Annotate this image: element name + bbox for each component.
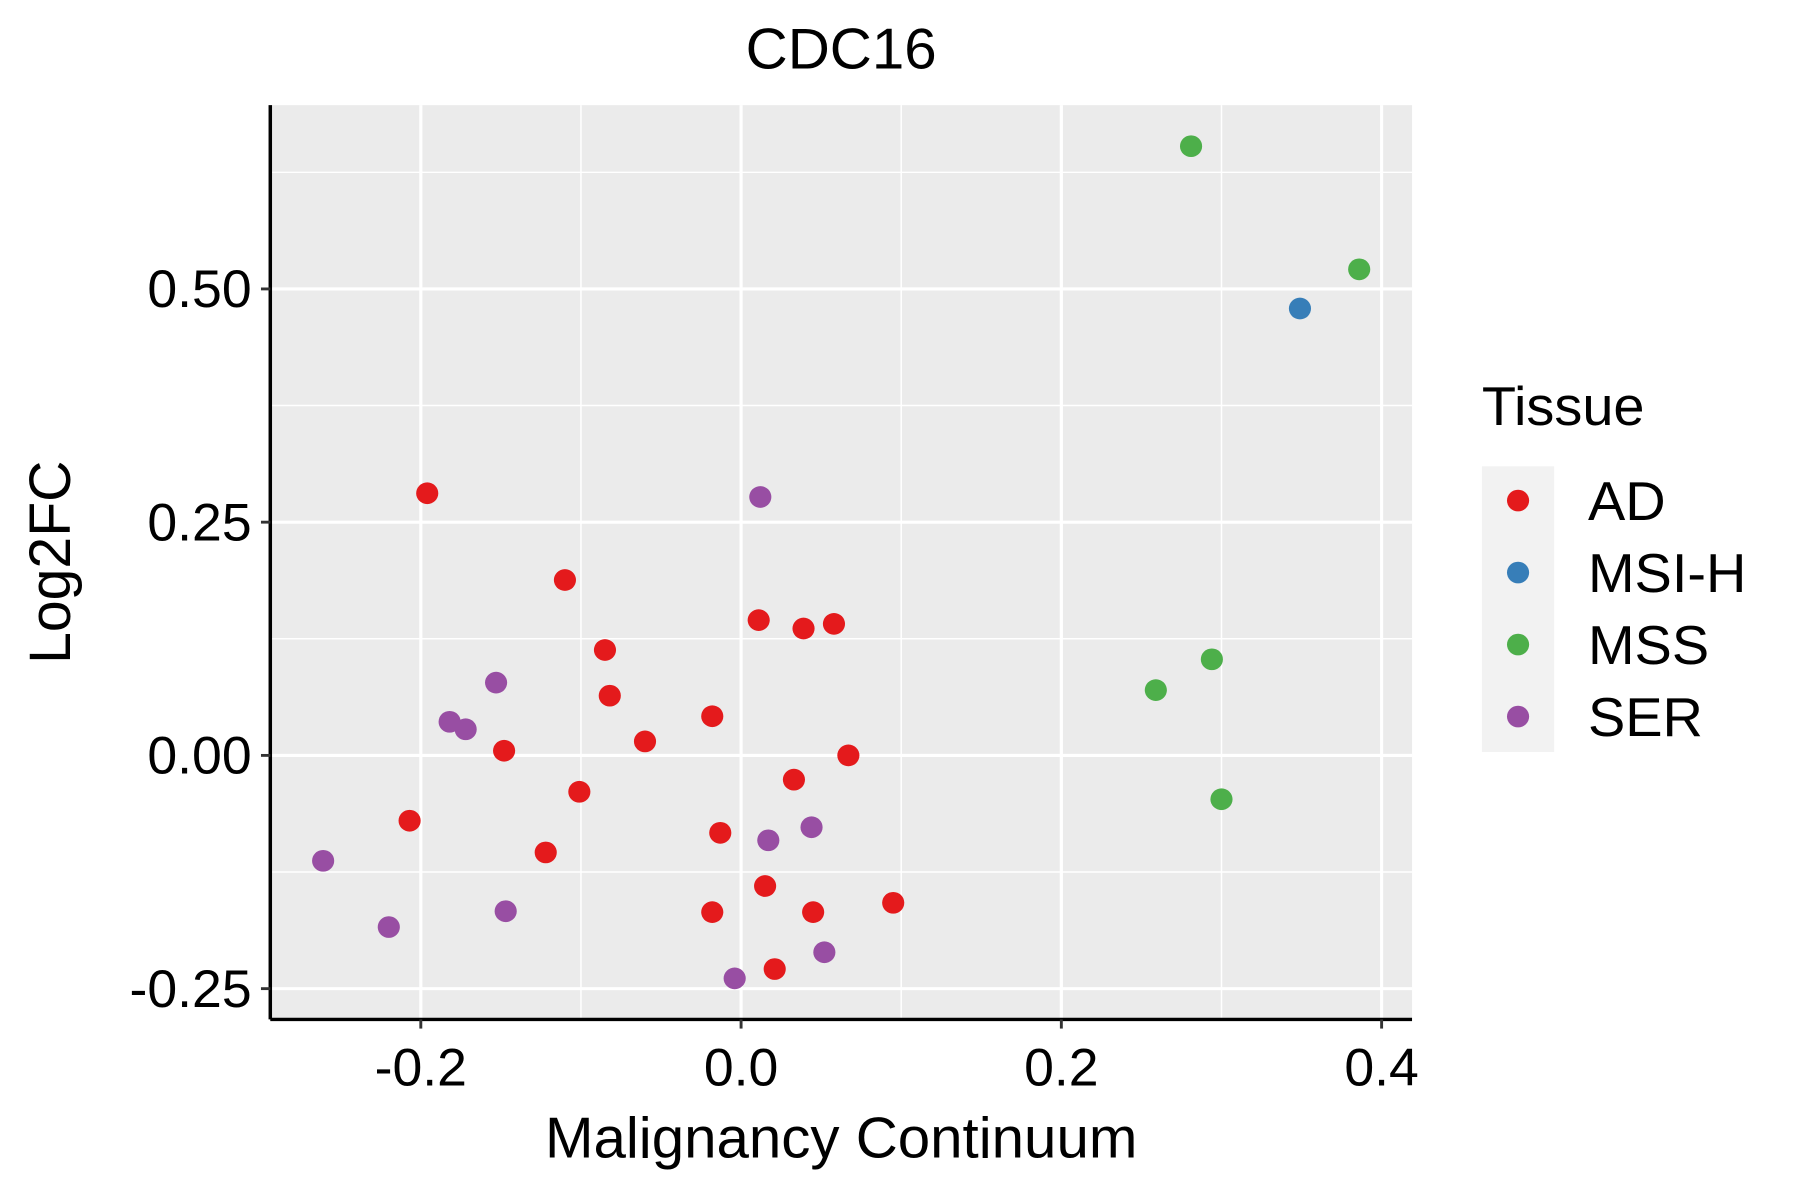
x-tick-label: -0.2 [375,1039,467,1097]
data-point-ad [593,639,617,661]
y-tick-label: 0.50 [147,261,251,319]
legend-label: MSI-H [1588,542,1746,603]
y-tick-label: 0.00 [147,727,251,785]
legend-label: SER [1588,686,1703,747]
data-point-mss [1144,679,1167,701]
chart-title: CDC16 [746,18,937,81]
data-point-ad [763,958,786,980]
legend-key-ser [1506,705,1530,728]
plot-panel [270,105,1413,1020]
legend-label: MSS [1588,614,1709,675]
legend-key-background [1481,466,1555,752]
data-point-ad [822,613,846,635]
data-point-ad [802,901,825,923]
data-point-ad [747,609,770,631]
data-point-ad [782,768,805,791]
data-point-ad [882,891,905,914]
axis-ticks: -0.2 0.0 0.2 0.4 -0.25 0.00 0.25 0.50 [130,261,1419,1098]
data-point-ser [485,671,508,694]
legend-key-mss [1506,633,1530,656]
data-point-mss [1200,648,1223,671]
data-point-mss [1179,135,1203,158]
y-axis-label: Log2FC [18,461,83,664]
data-point-ser [312,849,335,872]
legend: Tissue AD MSI-H MSS SER [1481,376,1746,752]
data-point-ser [377,916,400,938]
data-point-ad [754,875,777,897]
data-point-ad [598,684,621,707]
data-point-ser [800,816,823,839]
data-point-msi-h [1288,297,1312,320]
data-point-ad [701,705,724,728]
data-point-ser [494,900,517,923]
data-point-ad [633,730,657,753]
data-points [312,135,1371,990]
y-tick-label: 0.25 [147,494,251,552]
data-point-ad [837,744,860,767]
data-point-ser [454,718,477,741]
x-axis-label: Malignancy Continuum [545,1107,1137,1170]
data-point-ad [553,569,577,591]
data-point-mss [1348,258,1371,281]
legend-key-msi-h [1506,561,1530,584]
y-tick-label: -0.25 [130,960,252,1018]
legend-title: Tissue [1482,376,1645,437]
data-point-ad [534,841,557,864]
data-point-ser [723,967,746,990]
x-tick-label: 0.0 [704,1039,779,1097]
data-point-ser [749,486,772,508]
data-point-ad [493,739,516,762]
data-point-ad [792,617,815,640]
x-tick-label: 0.2 [1024,1039,1099,1097]
data-point-mss [1210,788,1233,811]
data-point-ser [757,829,780,852]
legend-label: AD [1588,470,1666,531]
data-point-ad [398,809,421,832]
legend-key-ad [1506,489,1530,512]
data-point-ser [813,941,836,964]
x-tick-label: 0.4 [1344,1039,1419,1097]
data-point-ad [416,482,439,505]
data-point-ad [568,780,591,803]
data-point-ad [701,901,724,923]
data-point-ad [709,821,732,844]
